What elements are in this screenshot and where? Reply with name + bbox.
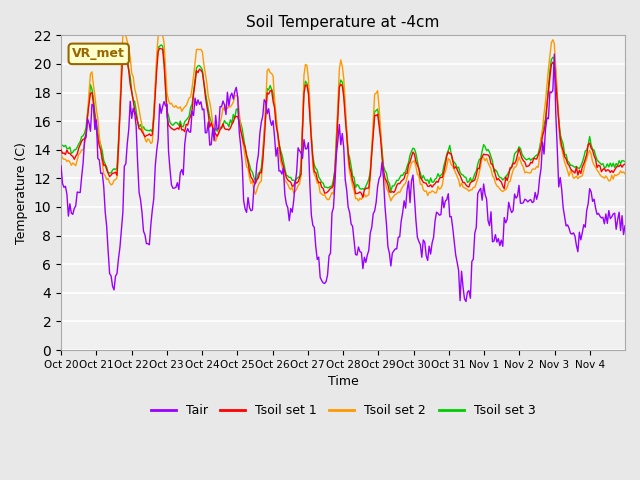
X-axis label: Time: Time <box>328 375 358 388</box>
Text: VR_met: VR_met <box>72 48 125 60</box>
Title: Soil Temperature at -4cm: Soil Temperature at -4cm <box>246 15 440 30</box>
Y-axis label: Temperature (C): Temperature (C) <box>15 142 28 244</box>
Legend: Tair, Tsoil set 1, Tsoil set 2, Tsoil set 3: Tair, Tsoil set 1, Tsoil set 2, Tsoil se… <box>146 399 540 422</box>
